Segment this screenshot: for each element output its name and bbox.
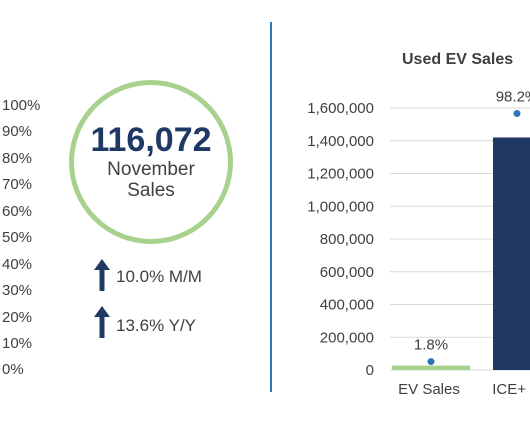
y-tick-label: 1,600,000	[307, 100, 374, 117]
bar	[392, 365, 470, 370]
y-tick-label: 400,000	[320, 297, 374, 314]
mom-change: 10.0% M/M	[116, 267, 202, 286]
percent-tick: 30%	[2, 282, 33, 299]
percent-tick: 0%	[2, 361, 24, 378]
up-arrow-icon	[94, 306, 110, 338]
up-arrow-icon	[94, 259, 110, 291]
percent-tick: 10%	[2, 335, 33, 352]
category-label: ICE+ Sales	[492, 381, 530, 398]
y-tick-label: 1,400,000	[307, 133, 374, 150]
percent-data-label: 98.2%	[496, 88, 530, 105]
panel-divider	[270, 22, 272, 392]
y-tick-label: 600,000	[320, 264, 374, 281]
percent-tick: 100%	[2, 97, 41, 114]
y-tick-label: 1,000,000	[307, 198, 374, 215]
kpi-value: 116,072	[90, 121, 212, 159]
yoy-change: 13.6% Y/Y	[116, 316, 197, 335]
percent-tick: 40%	[2, 256, 33, 273]
point-marker	[513, 109, 521, 117]
kpi-label-line2: Sales	[127, 180, 175, 201]
y-tick-label: 800,000	[320, 231, 374, 248]
y-tick-label: 0	[366, 362, 374, 379]
percent-tick: 80%	[2, 150, 33, 167]
percent-tick: 20%	[2, 309, 33, 326]
percent-tick: 70%	[2, 176, 33, 193]
kpi-label-line1: November	[107, 159, 195, 180]
y-tick-label: 200,000	[320, 329, 374, 346]
percent-tick: 60%	[2, 203, 33, 220]
percent-tick: 50%	[2, 229, 33, 246]
percent-data-label: 1.8%	[414, 337, 448, 354]
point-marker	[427, 358, 435, 366]
kpi-ring	[69, 80, 233, 244]
bar	[493, 137, 530, 370]
category-label: EV Sales	[398, 381, 460, 398]
percent-tick: 90%	[2, 123, 33, 140]
y-tick-label: 1,200,000	[307, 166, 374, 183]
chart-title: Used EV Sales	[402, 51, 514, 68]
